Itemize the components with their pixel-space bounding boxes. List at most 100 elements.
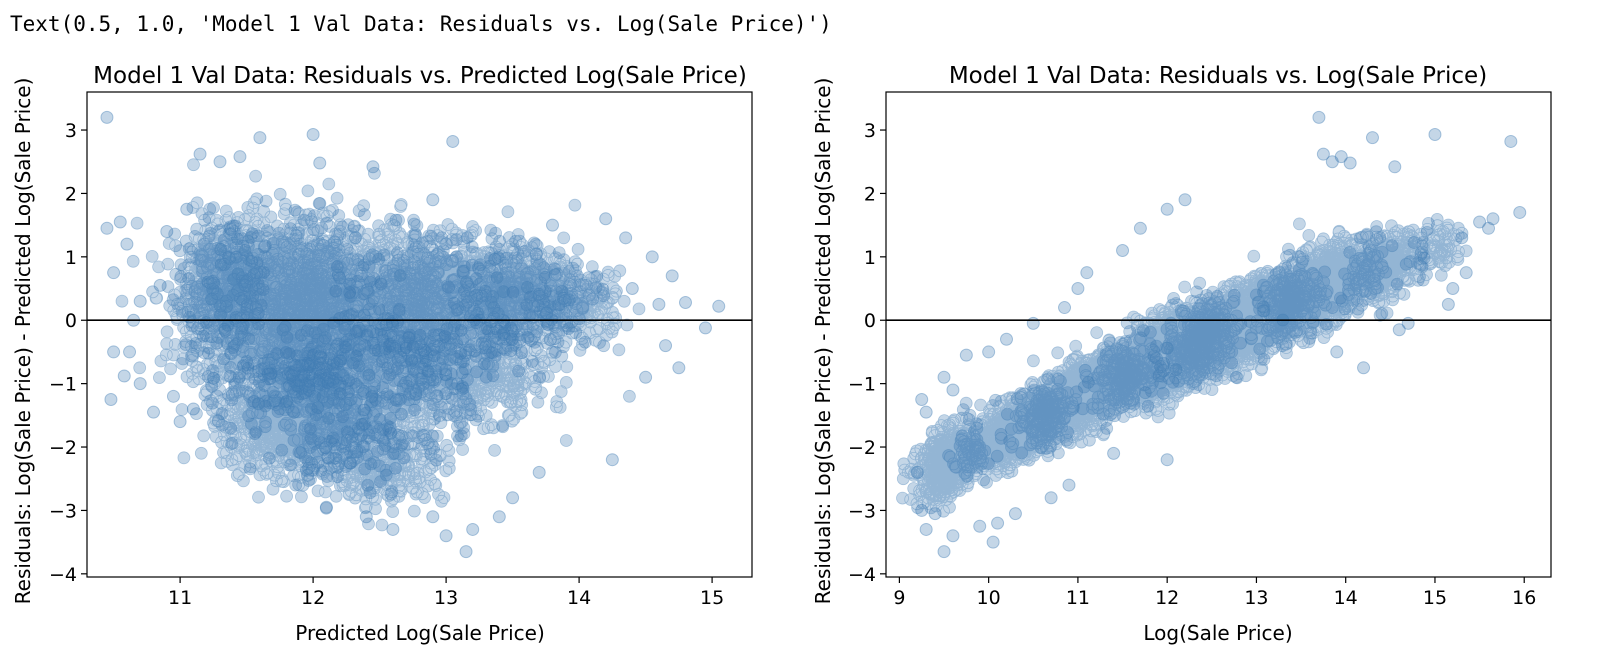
scatter-point — [234, 151, 246, 163]
scatter-point — [666, 270, 678, 282]
scatter-point — [1313, 111, 1325, 123]
x-axis-label: Predicted Log(Sale Price) — [295, 621, 545, 645]
scatter-point — [620, 232, 632, 244]
scatter-point — [121, 238, 133, 250]
scatter-point — [1505, 135, 1517, 147]
scatter-point — [1161, 203, 1173, 215]
x-tick-label: 11 — [1066, 587, 1090, 609]
scatter-point — [1059, 302, 1071, 314]
scatter-point — [916, 393, 928, 405]
y-tick-label: −4 — [49, 564, 77, 586]
scatter-point — [547, 219, 559, 231]
x-tick-label: 12 — [301, 587, 325, 609]
scatter-point — [447, 135, 459, 147]
scatter-point — [1460, 267, 1472, 279]
scatter-point — [1081, 267, 1093, 279]
scatter-point — [187, 403, 199, 415]
scatter-point — [1063, 479, 1075, 491]
y-axis-label: Residuals: Log(Sale Price) - Predicted L… — [11, 78, 35, 605]
scatter-point — [1009, 508, 1021, 520]
scatter-points — [897, 213, 1473, 517]
scatter-point — [1179, 194, 1191, 206]
scatter-point — [983, 346, 995, 358]
scatter-point — [929, 508, 941, 520]
scatter-point — [101, 111, 113, 123]
scatter-point — [1117, 244, 1129, 256]
x-axis-label: Log(Sale Price) — [1143, 621, 1292, 645]
scatter-point — [427, 511, 439, 523]
scatter-point — [467, 523, 479, 535]
x-tick-label: 14 — [567, 587, 591, 609]
scatter-point — [427, 194, 439, 206]
y-tick-label: 2 — [864, 183, 876, 205]
scatter-point — [214, 156, 226, 168]
scatter-point — [1393, 324, 1405, 336]
scatter-points — [116, 159, 645, 531]
scatter-point — [947, 530, 959, 542]
scatter-point — [938, 371, 950, 383]
y-tick-label: −1 — [49, 374, 77, 396]
y-tick-label: 1 — [864, 247, 876, 269]
scatter-point — [367, 161, 379, 173]
scatter-point — [1344, 157, 1356, 169]
scatter-point — [101, 222, 113, 234]
x-tick-label: 13 — [1244, 587, 1268, 609]
x-tick-label: 9 — [893, 587, 905, 609]
scatter-point — [992, 517, 1004, 529]
chart-residuals-vs-actual: Model 1 Val Data: Residuals vs. Log(Sale… — [811, 63, 1551, 645]
x-ticks: 9 10 11 12 13 14 15 16 — [893, 577, 1536, 609]
x-tick-label: 15 — [1423, 587, 1447, 609]
scatter-point — [680, 296, 692, 308]
scatter-point — [105, 393, 117, 405]
y-tick-label: −3 — [848, 500, 876, 522]
scatter-point — [699, 322, 711, 334]
scatter-point — [1456, 232, 1468, 244]
scatter-point — [493, 511, 505, 523]
scatter-point — [1326, 156, 1338, 168]
scatter-point — [181, 203, 193, 215]
scatter-point — [360, 511, 372, 523]
scatter-point — [1366, 132, 1378, 144]
scatter-point — [653, 298, 665, 310]
scatter-point — [920, 523, 932, 535]
scatter-point — [440, 530, 452, 542]
scatter-point — [974, 520, 986, 532]
scatter-point — [174, 416, 186, 428]
scatter-point — [1134, 222, 1146, 234]
scatter-point — [507, 492, 519, 504]
scatter-point — [1429, 128, 1441, 140]
scatter-point — [387, 523, 399, 535]
x-tick-label: 15 — [700, 587, 724, 609]
scatter-point — [1389, 161, 1401, 173]
x-tick-label: 14 — [1334, 587, 1358, 609]
y-tick-label: 3 — [65, 120, 77, 142]
scatter-point — [713, 300, 725, 312]
chart-title: Model 1 Val Data: Residuals vs. Log(Sale… — [949, 63, 1487, 89]
scatter-point — [673, 362, 685, 374]
scatter-point — [600, 213, 612, 225]
scatter-point — [1442, 298, 1454, 310]
scatter-point — [1358, 362, 1370, 374]
y-tick-label: −3 — [49, 500, 77, 522]
scatter-point — [1001, 333, 1013, 345]
scatter-point — [134, 378, 146, 390]
scatter-point — [194, 148, 206, 160]
x-tick-label: 11 — [168, 587, 192, 609]
y-tick-label: 1 — [65, 247, 77, 269]
scatter-point — [1447, 283, 1459, 295]
y-tick-label: 2 — [65, 183, 77, 205]
y-tick-label: 0 — [65, 310, 77, 332]
scatter-point — [154, 279, 166, 291]
scatter-point — [460, 546, 472, 558]
scatter-point — [938, 546, 950, 558]
y-tick-label: −2 — [848, 437, 876, 459]
scatter-point — [124, 346, 136, 358]
scatter-point — [947, 384, 959, 396]
scatter-point — [646, 251, 658, 263]
scatter-point — [1045, 492, 1057, 504]
scatter-point — [118, 370, 130, 382]
scatter-point — [987, 536, 999, 548]
scatter-point — [533, 466, 545, 478]
scatter-point — [114, 216, 126, 228]
